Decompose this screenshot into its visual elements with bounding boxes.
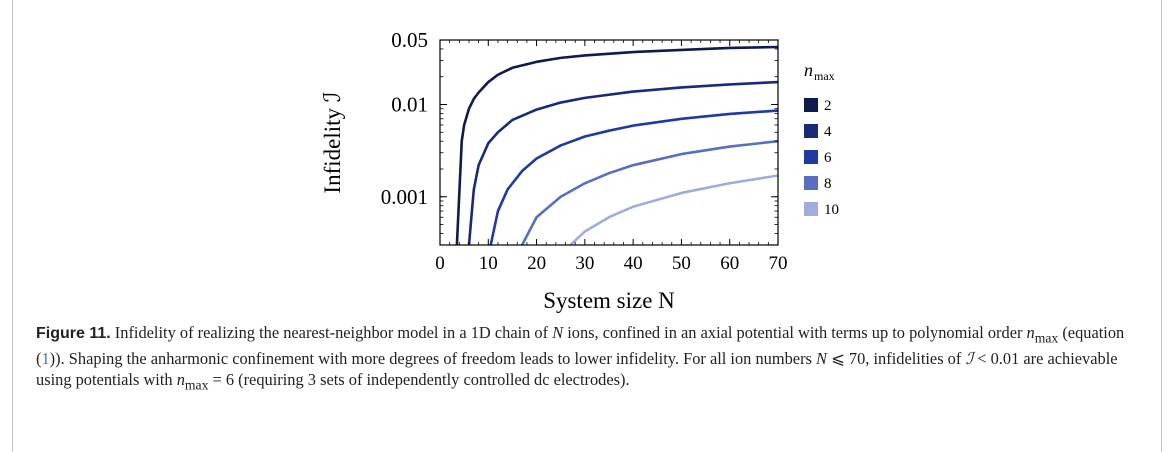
caption-text-5: ⩽ 70, infidelities of <box>826 349 966 369</box>
caption-text-6: < 0.01 are achievable using potentials w… <box>36 349 1118 390</box>
x-tick-label: 20 <box>527 253 546 274</box>
caption-n1: N <box>552 323 564 342</box>
x-tick-label: 40 <box>624 253 643 274</box>
x-tick-label: 50 <box>672 253 691 274</box>
legend-swatch-nmax-4 <box>804 124 818 138</box>
legend-label-nmax-6: 6 <box>824 150 832 166</box>
legend-swatch-nmax-10 <box>804 202 818 216</box>
x-tick-label: 70 <box>769 253 788 274</box>
plot-frame <box>439 39 779 246</box>
caption-nmax1: n <box>1026 323 1035 342</box>
figure-frame <box>12 0 1162 452</box>
caption-text-7: = 6 (requiring 3 sets of independently c… <box>208 370 630 390</box>
legend-label-nmax-2: 2 <box>824 98 832 114</box>
equation-reference-link[interactable]: 1 <box>41 349 50 369</box>
legend-swatch-nmax-6 <box>804 150 818 164</box>
caption-text-4: )). Shaping the anharmonic confinement w… <box>49 349 817 369</box>
series-line-nmax-6 <box>489 109 778 245</box>
caption-text-3: (equation ( <box>36 323 1125 369</box>
caption-n2: N <box>816 349 827 369</box>
legend-title: n <box>804 60 813 80</box>
chart: 0 10 20 30 40 50 60 70 0.001 0.01 0.05 System size … <box>320 28 839 313</box>
x-tick-label: 10 <box>479 253 498 274</box>
legend-swatch-nmax-2 <box>804 98 818 112</box>
x-tick-label: 60 <box>720 253 739 274</box>
series-line-nmax-4 <box>467 80 778 245</box>
legend-swatch-nmax-8 <box>804 176 818 190</box>
y-tick-label: 0.05 <box>391 28 428 52</box>
caption-label: Figure 11. <box>36 325 111 342</box>
plot-layer: 0 10 20 30 40 50 60 70 0.001 0.01 0.05 System size … <box>320 28 839 313</box>
caption-nmax1-sub: max <box>1034 330 1059 346</box>
caption-nmax2: n <box>176 370 185 390</box>
y-axis-label: Infidelity ℐ <box>320 91 345 193</box>
legend-label-nmax-4: 4 <box>824 124 832 140</box>
legend-title-sub: max <box>814 69 835 83</box>
series-line-nmax-10 <box>569 174 778 245</box>
legend-label-nmax-10: 10 <box>824 202 839 218</box>
figure-caption: Figure 11. Infidelity of realizing the n… <box>36 322 1131 396</box>
caption-nmax2-sub: max <box>184 377 209 393</box>
series-line-nmax-2 <box>455 45 778 245</box>
series-line-nmax-8 <box>520 139 778 245</box>
y-tick-label: 0.01 <box>391 92 428 116</box>
caption-text-1: Infidelity of realizing the nearest-neig… <box>110 323 553 342</box>
legend-label-nmax-8: 8 <box>824 176 832 192</box>
x-tick-label: 30 <box>575 253 594 274</box>
y-tick-label: 0.001 <box>381 185 428 209</box>
x-axis-label: System size N <box>543 288 675 313</box>
caption-infidelity-symbol: ℐ <box>965 349 974 369</box>
x-tick-label: 0 <box>435 253 445 274</box>
caption-text-2: ions, confined in an axial potential wit… <box>563 323 1027 342</box>
